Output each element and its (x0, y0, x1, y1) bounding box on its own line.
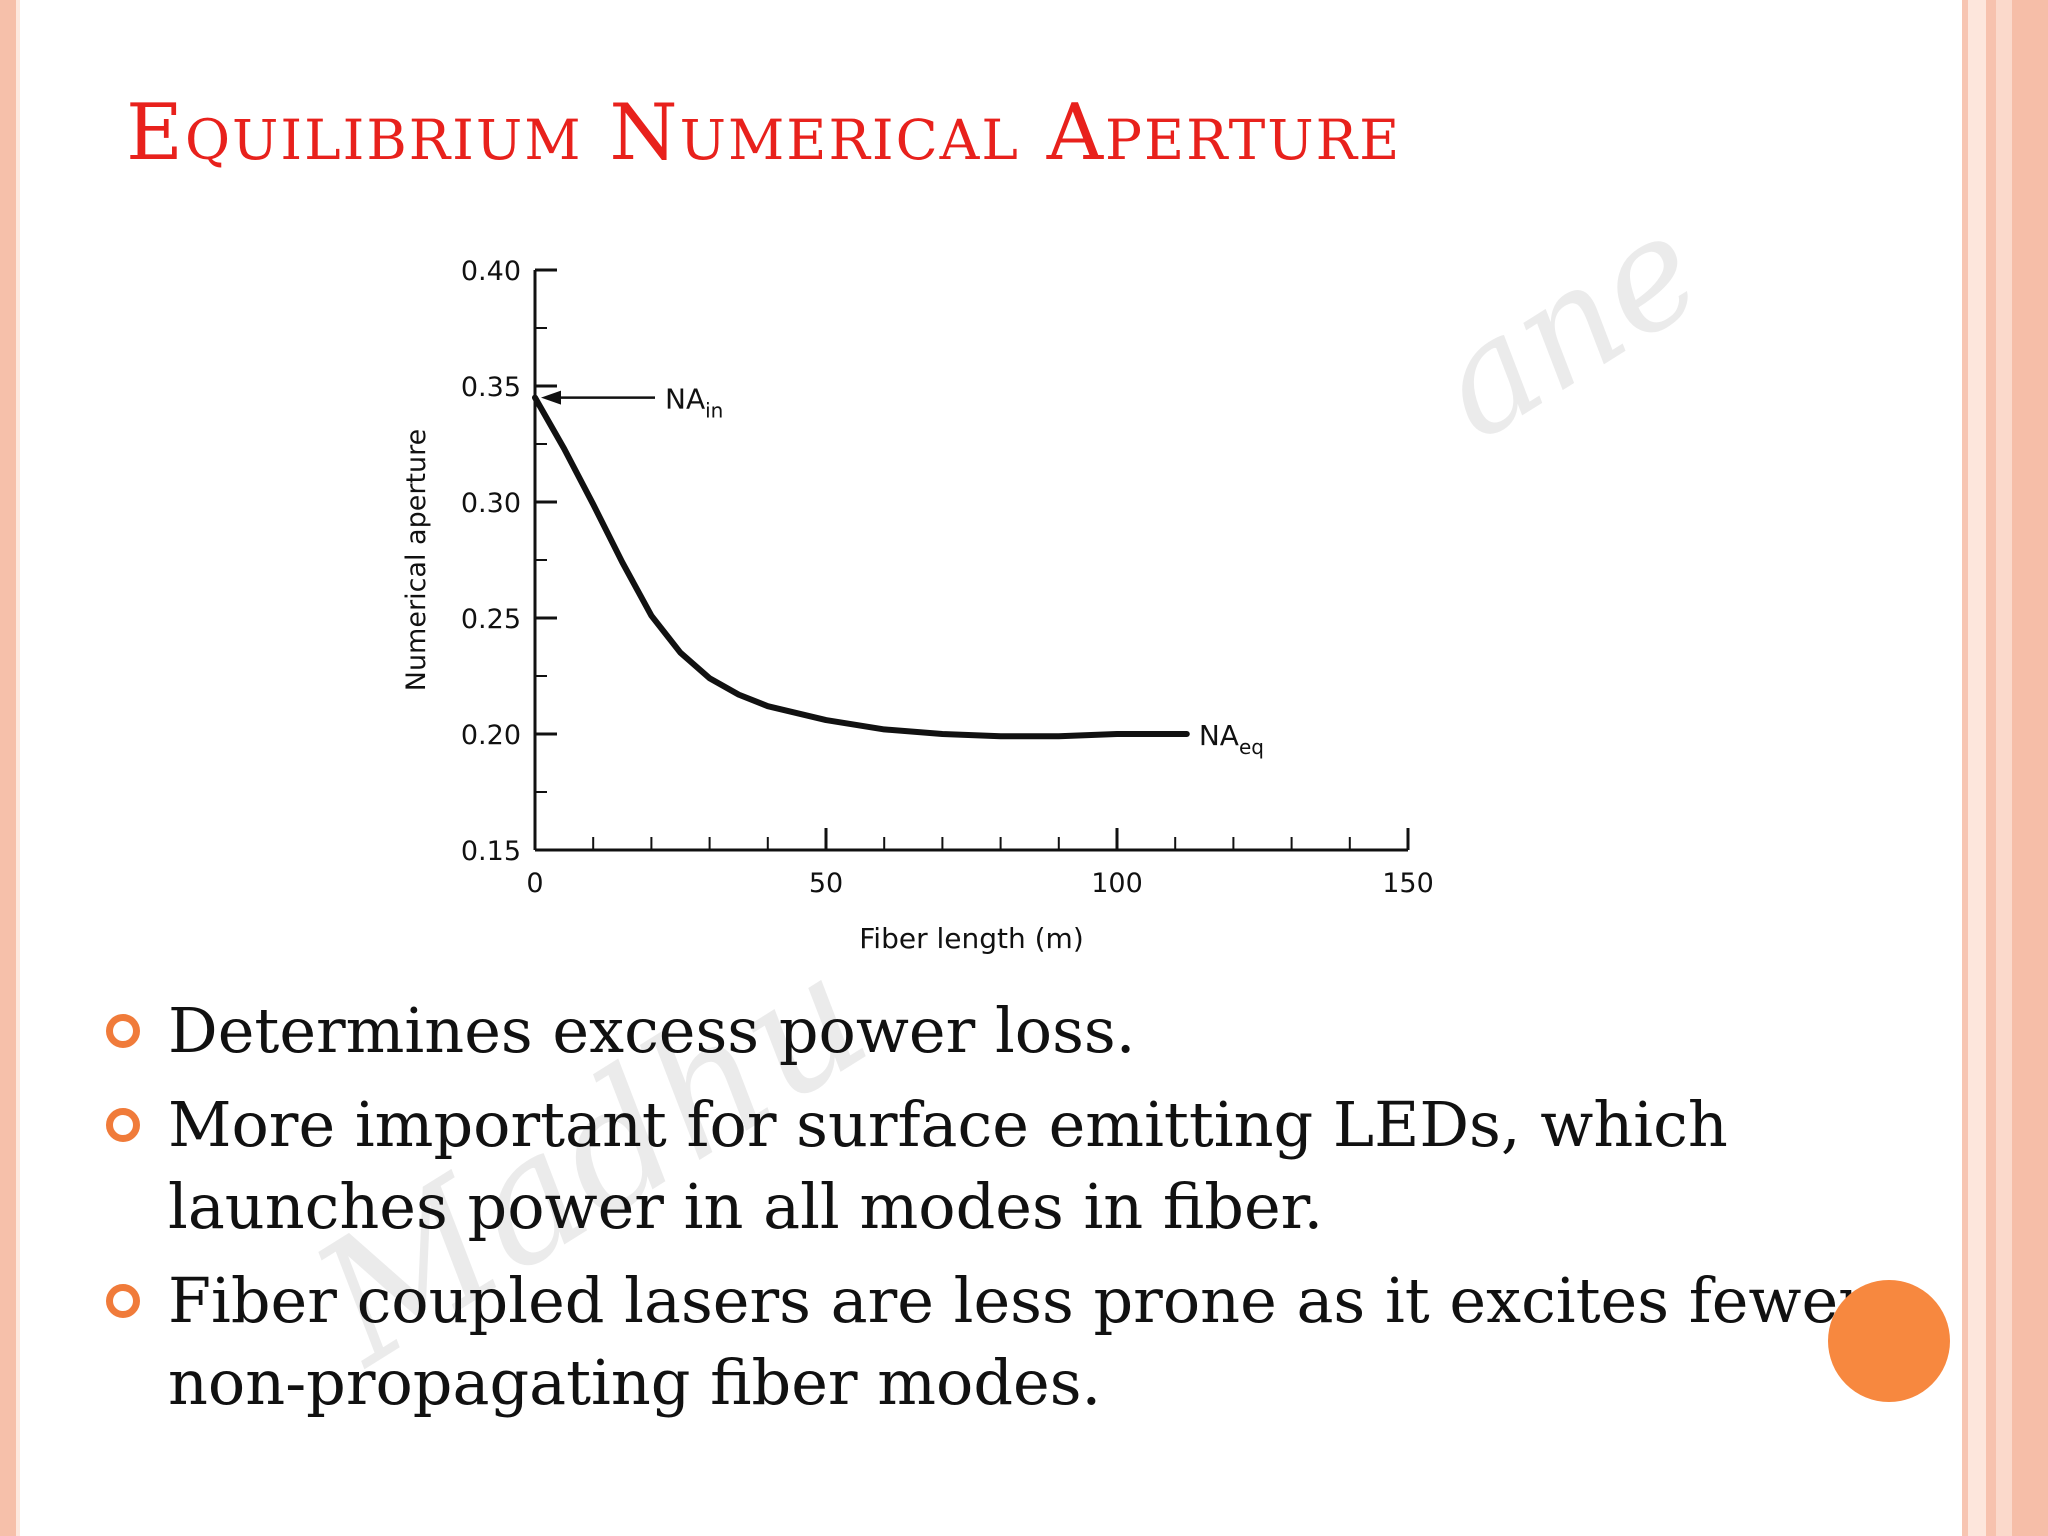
slide-border-right (1968, 0, 1986, 1536)
annotation-na-eq: NAeq (1199, 719, 1264, 759)
annotation-na-in: NAin (665, 383, 723, 423)
bullet-text: More important for surface emitting LEDs… (168, 1088, 1728, 1243)
bullet-text: Fiber coupled lasers are less prone as i… (168, 1264, 1868, 1419)
slide-title: Equilibrium Numerical Aperture (126, 88, 1402, 178)
bullet-item: Fiber coupled lasers are less prone as i… (100, 1260, 1930, 1424)
y-tick-label: 0.35 (461, 372, 521, 403)
series-line (532, 394, 1190, 740)
annotation-subscript: in (705, 399, 723, 423)
bullet-ring-icon (106, 1284, 140, 1318)
x-tick-label: 50 (809, 868, 843, 899)
slide-border-right (2012, 0, 2048, 1536)
y-tick-label: 0.40 (461, 256, 521, 287)
bullet-item: Determines excess power loss. (100, 990, 1930, 1072)
x-tick-label: 150 (1382, 868, 1434, 899)
x-axis-label: Fiber length (m) (859, 922, 1084, 955)
bullet-ring-icon (106, 1108, 140, 1142)
y-tick-label: 0.25 (461, 604, 521, 635)
y-tick-label: 0.15 (461, 836, 521, 867)
x-tick-label: 100 (1091, 868, 1143, 899)
slide-border-right (1962, 0, 1968, 1536)
slide-border-left (0, 0, 16, 1536)
bullet-text: Determines excess power loss. (168, 994, 1136, 1067)
slide-border-left-inner (16, 0, 20, 1536)
x-tick-label: 0 (526, 868, 543, 899)
slide-border-right (1996, 0, 2012, 1536)
y-tick-label: 0.30 (461, 488, 521, 519)
numerical-aperture-chart: 0.40 0.35 0.30 0.25 0.20 0.150 50 100 150 Fiber l… (401, 256, 1434, 955)
y-tick-label: 0.20 (461, 720, 521, 751)
bullet-ring-icon (106, 1014, 140, 1048)
y-axis-label: Numerical aperture (401, 429, 432, 692)
slide-border-right (1986, 0, 1996, 1536)
annotation-arrowhead (541, 390, 561, 405)
annotation-subscript: eq (1239, 735, 1264, 759)
bullet-item: More important for surface emitting LEDs… (100, 1084, 1930, 1248)
decorative-orange-circle (1828, 1280, 1950, 1402)
bullet-list: Determines excess power loss. More impor… (100, 990, 1930, 1436)
